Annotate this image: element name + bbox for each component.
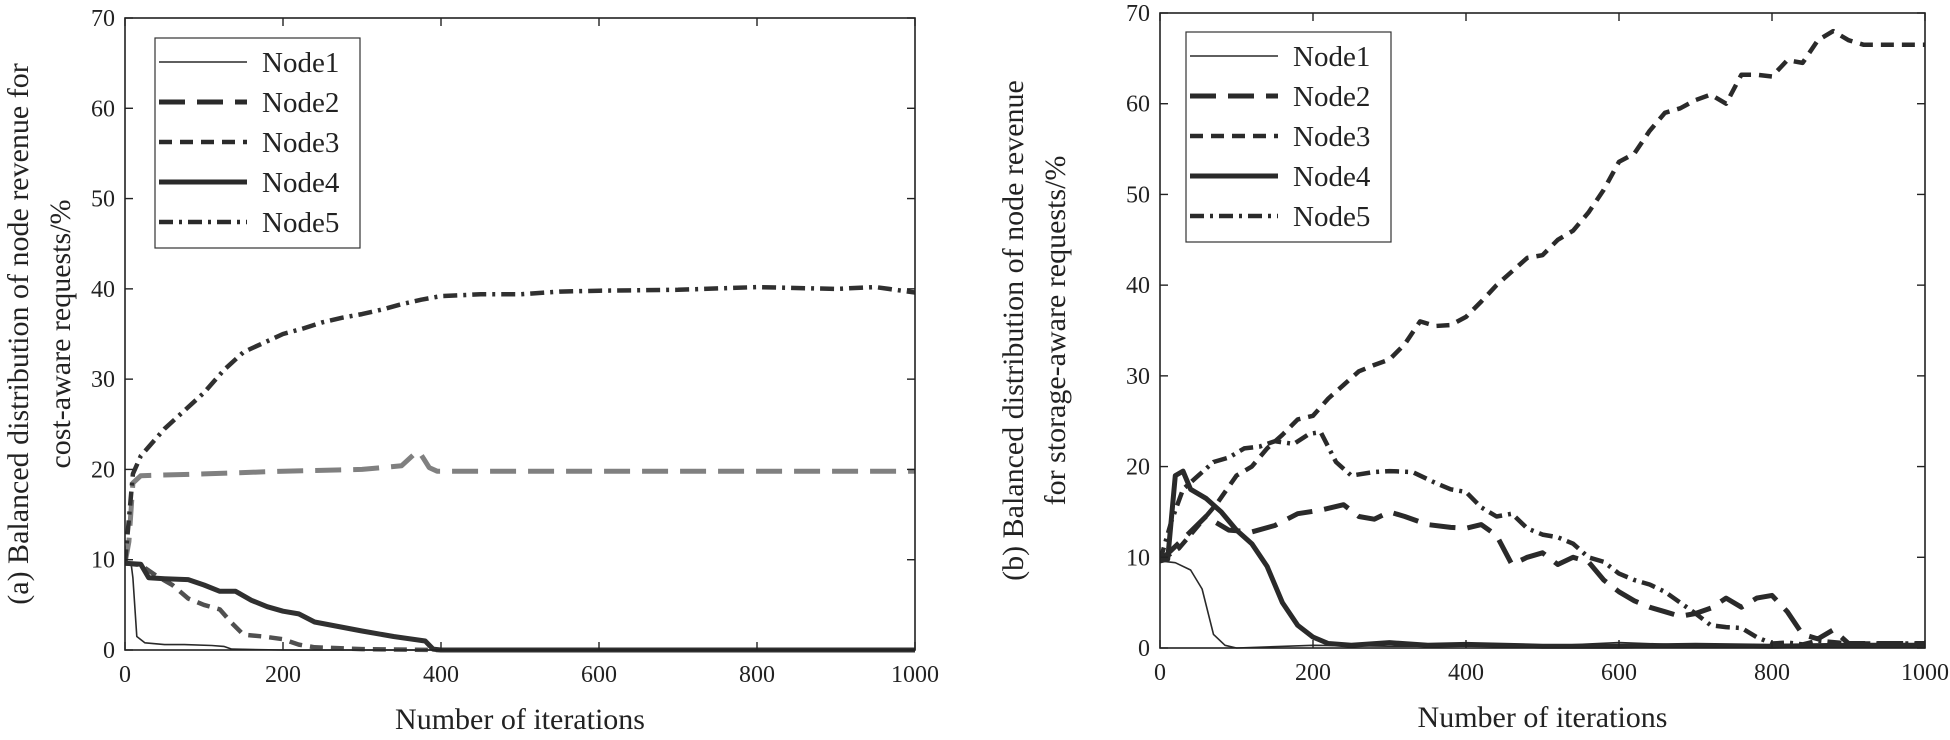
series-line-node3 [1160,28,1925,563]
y-tick-label: 0 [103,638,115,664]
y-axis-title-line-1: (a) Balanced distribution of node revenu… [2,63,35,604]
legend-label-node5: Node5 [1293,201,1370,233]
series-line-node4 [125,560,915,653]
y-tick-label: 20 [91,457,115,483]
legend-label-node5: Node5 [262,207,339,239]
legend-label-node4: Node4 [1293,161,1371,193]
x-tick-label: 200 [1295,660,1331,686]
legend: Node1 Node2 Node3 Node4 Node5 [154,37,361,249]
y-tick-label: 70 [1126,1,1150,27]
x-axis-title: Number of iterations [395,703,645,736]
y-axis-title-line-2: for storage-aware requests/% [1039,156,1072,506]
plot-frame [1159,12,1926,649]
legend-label-node3: Node3 [262,127,339,159]
legend-label-node1: Node1 [1293,41,1370,73]
legend-label-node4: Node4 [262,167,340,199]
series-group [1160,28,1925,649]
x-tick-label: 600 [1601,660,1637,686]
x-tick-label: 600 [581,662,617,688]
x-tick-label: 400 [423,662,459,688]
y-tick-label: 40 [1126,273,1150,299]
y-tick-label: 10 [1126,545,1150,571]
y-axis-title-line-1: (b) Balanced distribution of node revenu… [997,80,1030,581]
series-line-node2 [125,448,915,564]
y-tick-label: 70 [91,6,115,32]
y-axis-title-line-2: cost-aware requests/% [44,199,77,468]
series-line-node3 [125,561,915,653]
y-tick-label: 0 [1138,636,1150,662]
y-tick-label: 60 [91,96,115,122]
legend-label-node1: Node1 [262,47,339,79]
y-tick-label: 60 [1126,92,1150,118]
legend: Node1 Node2 Node3 Node4 Node5 [1185,31,1392,243]
series-group [125,284,915,653]
legend-label-node3: Node3 [1293,121,1370,153]
legend-label-node2: Node2 [1293,81,1370,113]
chart-panel-a: 0 200 400 600 800 1000 0 10 20 30 40 50 60 70 Number o… [2,6,939,736]
y-tick-label: 20 [1126,455,1150,481]
x-tick-label: 400 [1448,660,1484,686]
series-line-node5 [125,284,915,564]
x-tick-label: 1000 [1901,660,1949,686]
y-tick-label: 50 [1126,182,1150,208]
x-tick-label: 1000 [891,662,939,688]
y-tick-label: 50 [91,187,115,213]
y-tick-label: 30 [1126,364,1150,390]
y-tick-label: 40 [91,277,115,303]
series-line-node4 [1160,468,1925,649]
x-tick-label: 800 [739,662,775,688]
series-line-node1 [125,562,915,651]
x-tick-label: 200 [265,662,301,688]
y-tick-label: 30 [91,367,115,393]
x-tick-label: 800 [1754,660,1790,686]
y-tick-label: 10 [91,548,115,574]
chart-panel-b: 0 200 400 600 800 1000 0 10 20 30 40 50 60 70 Number o… [997,1,1949,734]
x-axis-title: Number of iterations [1418,701,1668,734]
x-tick-label: 0 [119,662,131,688]
plot-frame [124,17,916,651]
series-line-node5 [1160,429,1925,647]
x-tick-label: 0 [1154,660,1166,686]
series-line-node2 [1160,502,1925,646]
legend-label-node2: Node2 [262,87,339,119]
